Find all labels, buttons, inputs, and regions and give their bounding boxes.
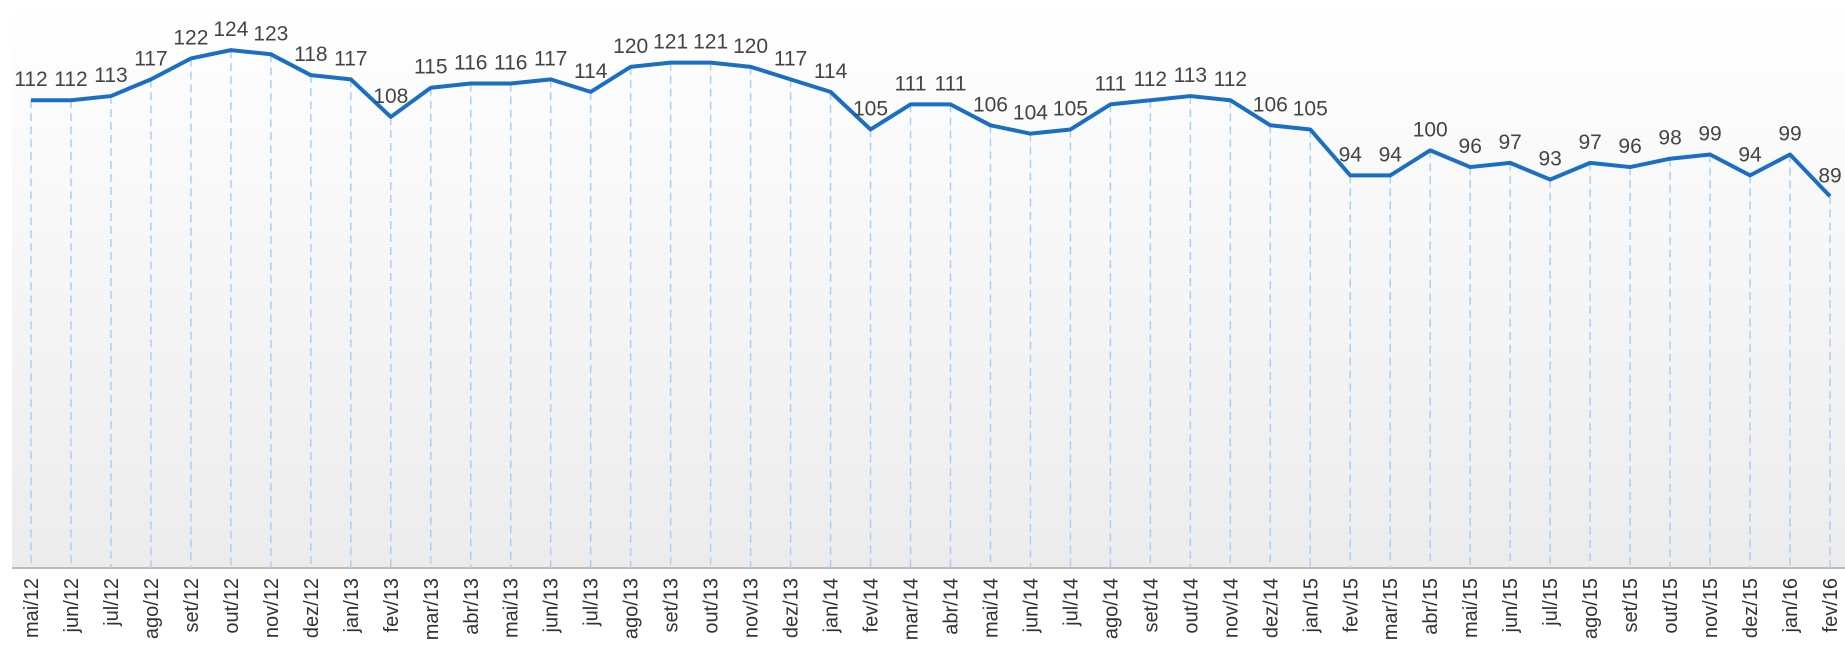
data-label: 112 <box>1134 68 1167 91</box>
x-tick-label: nov/12 <box>261 578 283 638</box>
data-label: 116 <box>454 52 487 75</box>
data-label: 118 <box>294 43 327 66</box>
x-tick-label: out/14 <box>1180 578 1202 634</box>
x-tick-label: out/13 <box>701 578 723 634</box>
data-label: 94 <box>1379 143 1403 166</box>
x-tick-label: dez/12 <box>301 578 323 638</box>
data-label: 114 <box>574 60 608 83</box>
x-tick-label: jun/12 <box>61 578 83 634</box>
x-tick-label: jun/15 <box>1500 578 1522 634</box>
data-label: 114 <box>814 60 848 83</box>
x-tick-label: nov/15 <box>1700 578 1722 638</box>
x-tick-label: fev/15 <box>1340 578 1362 632</box>
x-tick-label: jul/13 <box>581 578 603 627</box>
x-tick-label: jun/13 <box>541 578 563 634</box>
data-label: 113 <box>94 64 127 87</box>
data-label: 94 <box>1339 143 1363 166</box>
data-label: 124 <box>213 18 248 41</box>
data-label: 121 <box>653 31 688 54</box>
data-label: 120 <box>733 35 768 58</box>
x-tick-label: abr/15 <box>1420 578 1442 635</box>
x-tick-label: mar/14 <box>901 578 923 640</box>
data-label: 115 <box>414 56 447 79</box>
data-label: 105 <box>853 97 888 120</box>
data-label: 111 <box>895 72 927 95</box>
data-label: 89 <box>1818 164 1841 187</box>
data-label: 122 <box>173 26 208 49</box>
data-label: 112 <box>1214 68 1247 91</box>
x-tick-label: mai/15 <box>1460 578 1482 638</box>
line-series <box>31 48 1832 198</box>
data-label: 117 <box>774 47 807 70</box>
x-tick-label: nov/14 <box>1220 578 1242 638</box>
x-tick-label: mai/12 <box>21 578 43 638</box>
data-label: 111 <box>1094 72 1126 95</box>
x-tick-label: fev/16 <box>1820 578 1842 632</box>
data-label: 97 <box>1578 131 1601 154</box>
x-tick-label: jan/16 <box>1780 578 1802 634</box>
x-tick-label: fev/13 <box>381 578 403 632</box>
x-tick-label: set/12 <box>181 578 203 632</box>
data-label: 116 <box>494 52 527 75</box>
x-tick-label: jul/12 <box>101 578 123 627</box>
x-tick-label: dez/15 <box>1740 578 1762 638</box>
data-label: 106 <box>1253 93 1288 116</box>
data-label: 111 <box>935 72 967 95</box>
data-label: 117 <box>134 47 167 70</box>
data-label: 113 <box>1174 64 1207 87</box>
data-label: 99 <box>1698 123 1721 146</box>
data-label: 98 <box>1658 127 1681 150</box>
x-tick-label: jan/14 <box>821 578 843 634</box>
data-label: 96 <box>1459 135 1482 158</box>
data-label: 100 <box>1413 118 1448 141</box>
x-tick-label: dez/13 <box>781 578 803 638</box>
x-tick-label: ago/14 <box>1100 578 1122 639</box>
x-tick-label: jul/15 <box>1540 578 1562 627</box>
x-tick-label: out/15 <box>1660 578 1682 634</box>
data-label: 108 <box>373 85 408 108</box>
data-label: 93 <box>1538 148 1561 171</box>
data-label: 117 <box>534 47 567 70</box>
x-tick-label: mar/15 <box>1380 578 1402 640</box>
x-tick-label: ago/15 <box>1580 578 1602 639</box>
data-label: 123 <box>253 22 288 45</box>
data-label: 96 <box>1618 135 1641 158</box>
x-tick-label: mai/13 <box>501 578 523 638</box>
data-label: 105 <box>1053 97 1088 120</box>
data-label: 94 <box>1738 143 1762 166</box>
x-tick-label: ago/12 <box>141 578 163 639</box>
x-tick-label: mar/13 <box>421 578 443 640</box>
data-label: 106 <box>973 93 1008 116</box>
x-tick-label: nov/13 <box>741 578 763 638</box>
data-label: 99 <box>1778 123 1801 146</box>
x-tick-label: jun/14 <box>1020 578 1042 634</box>
data-label: 105 <box>1293 97 1328 120</box>
data-label: 121 <box>693 31 728 54</box>
x-tick-label: dez/14 <box>1260 578 1282 638</box>
x-tick-label: out/12 <box>221 578 243 634</box>
x-tick-label: fev/14 <box>861 578 883 632</box>
x-tick-label: set/13 <box>661 578 683 632</box>
data-label: 120 <box>613 35 648 58</box>
x-tick-label: mai/14 <box>980 578 1002 638</box>
data-label: 112 <box>54 68 87 91</box>
x-tick-label: abr/13 <box>461 578 483 635</box>
plot-background <box>12 0 1845 568</box>
data-label: 104 <box>1013 102 1048 125</box>
x-tick-label: set/15 <box>1620 578 1642 632</box>
x-tick-label: jan/13 <box>341 578 363 634</box>
x-tick-label: jul/14 <box>1060 578 1082 627</box>
x-tick-label: ago/13 <box>621 578 643 639</box>
data-label: 112 <box>14 68 47 91</box>
data-label: 97 <box>1498 131 1521 154</box>
x-tick-label: jan/15 <box>1300 578 1322 634</box>
x-tick-label: abr/14 <box>940 578 962 635</box>
data-label: 117 <box>334 47 367 70</box>
x-tick-label: set/14 <box>1140 578 1162 632</box>
